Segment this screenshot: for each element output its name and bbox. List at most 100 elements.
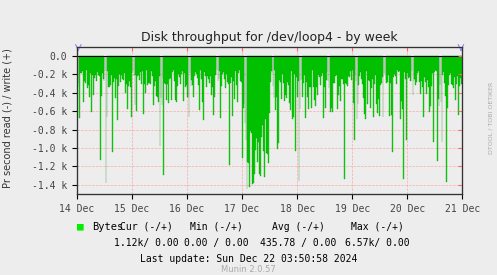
Bar	[316, 56, 317, 87]
Bar	[85, 56, 86, 83]
Bar	[246, 56, 247, 140]
Bar	[308, 56, 309, 109]
Bar	[309, 56, 310, 87]
Bar	[369, 56, 370, 81]
Bar	[213, 56, 214, 115]
Bar	[121, 56, 122, 75]
Bar	[286, 56, 287, 98]
Bar	[205, 56, 206, 76]
Bar	[247, 56, 248, 189]
Bar	[371, 56, 372, 88]
Bar	[176, 56, 177, 101]
Bar	[226, 56, 227, 74]
Bar	[84, 56, 85, 81]
Bar	[461, 56, 462, 84]
Bar	[253, 56, 254, 183]
Bar	[240, 56, 241, 81]
Bar	[92, 56, 93, 75]
Text: ■: ■	[77, 222, 84, 232]
Bar	[416, 56, 417, 82]
Bar	[292, 56, 293, 119]
Bar	[410, 56, 411, 81]
Bar	[383, 56, 384, 117]
Bar	[297, 56, 298, 97]
Bar	[431, 56, 432, 86]
Bar	[333, 56, 334, 82]
Bar	[356, 56, 357, 119]
Bar	[291, 56, 292, 72]
Bar	[120, 56, 121, 82]
Bar	[115, 56, 116, 98]
Bar	[361, 56, 362, 79]
Bar	[452, 56, 453, 85]
Bar	[252, 56, 253, 184]
Bar	[276, 56, 277, 97]
Bar	[345, 56, 346, 83]
Bar	[158, 56, 159, 102]
Bar	[321, 56, 322, 76]
Text: 1.12k/ 0.00: 1.12k/ 0.00	[114, 238, 179, 248]
Bar	[142, 56, 143, 71]
Bar	[110, 56, 111, 85]
Bar	[206, 56, 207, 87]
Bar	[342, 56, 343, 79]
Bar	[181, 56, 182, 74]
Text: Min (-/+): Min (-/+)	[190, 222, 243, 232]
Bar	[404, 56, 405, 72]
Bar	[235, 56, 236, 72]
Bar	[275, 56, 276, 111]
Bar	[204, 56, 205, 72]
Bar	[263, 56, 264, 151]
Bar	[446, 56, 447, 182]
Bar	[411, 56, 412, 81]
Bar	[449, 56, 450, 75]
Bar	[192, 56, 193, 85]
Bar	[448, 56, 449, 84]
Bar	[104, 56, 105, 71]
Bar	[319, 56, 320, 77]
Bar	[165, 56, 166, 83]
Bar	[245, 56, 246, 123]
Bar	[122, 56, 123, 79]
Bar	[210, 56, 211, 76]
Bar	[81, 56, 82, 73]
Bar	[421, 56, 422, 81]
Text: Bytes: Bytes	[92, 222, 123, 232]
Bar	[164, 56, 165, 175]
Bar	[159, 56, 160, 76]
Bar	[273, 56, 274, 98]
Bar	[277, 56, 278, 149]
Bar	[77, 56, 78, 118]
Bar	[283, 56, 284, 83]
Title: Disk throughput for /dev/loop4 - by week: Disk throughput for /dev/loop4 - by week	[141, 31, 398, 44]
Bar	[255, 56, 256, 150]
Bar	[425, 56, 426, 82]
Bar	[145, 56, 146, 93]
Bar	[391, 56, 392, 115]
Bar	[424, 56, 425, 77]
Bar	[312, 56, 313, 70]
Bar	[274, 56, 275, 70]
Bar	[462, 56, 463, 84]
Text: 435.78 / 0.00: 435.78 / 0.00	[260, 238, 336, 248]
Bar	[109, 56, 110, 87]
Bar	[202, 56, 203, 102]
Bar	[426, 56, 427, 94]
Bar	[363, 56, 364, 98]
Bar	[108, 56, 109, 87]
Bar	[428, 56, 429, 87]
Bar	[417, 56, 418, 73]
Bar	[287, 56, 288, 82]
Bar	[340, 56, 341, 101]
Bar	[329, 56, 330, 88]
Bar	[359, 56, 360, 76]
Bar	[242, 56, 243, 158]
Bar	[87, 56, 88, 87]
Bar	[93, 56, 94, 95]
Bar	[98, 56, 99, 75]
Bar	[209, 56, 210, 83]
Bar	[375, 56, 376, 75]
Bar	[328, 56, 329, 81]
Bar	[393, 56, 394, 78]
Bar	[160, 56, 161, 147]
